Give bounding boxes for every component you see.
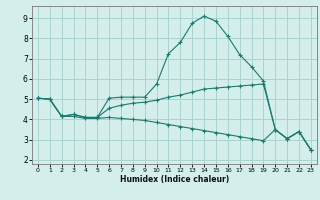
X-axis label: Humidex (Indice chaleur): Humidex (Indice chaleur) — [120, 175, 229, 184]
